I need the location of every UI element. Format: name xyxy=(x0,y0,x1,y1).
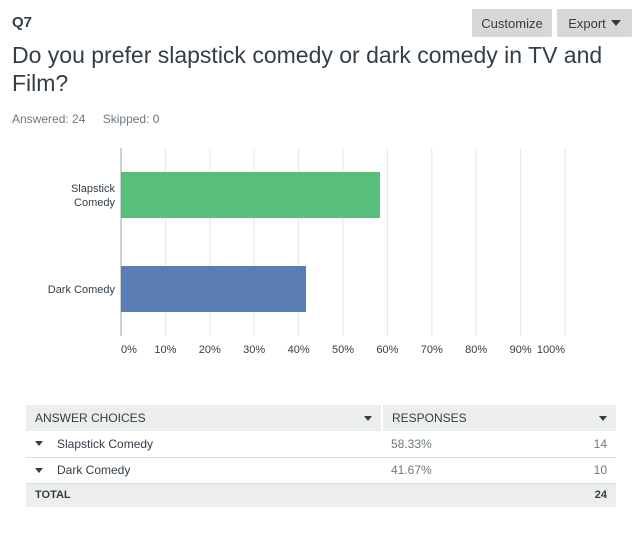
responses-header-label: RESPONSES xyxy=(392,411,467,425)
tick-label: 60% xyxy=(376,344,398,356)
caret-down-icon xyxy=(610,20,621,26)
tick-label: 40% xyxy=(288,344,310,356)
export-label: Export xyxy=(568,15,606,31)
tick-label: 0% xyxy=(121,344,137,356)
total-row: TOTAL 24 xyxy=(26,483,616,507)
tick-label: 20% xyxy=(199,344,221,356)
customize-button[interactable]: Customize xyxy=(472,9,552,37)
export-button[interactable]: Export xyxy=(557,9,632,37)
tick-label: 10% xyxy=(154,344,176,356)
bar-chart: Slapstick Comedy Dark Comedy 0% 10% 20% 30% 40%… xyxy=(0,140,640,365)
answered-count: Answered: 24 xyxy=(12,112,86,126)
bar-chart-svg: Slapstick Comedy Dark Comedy 0% 10% 20% 30% 40%… xyxy=(48,148,566,356)
category-label: Slapstick xyxy=(71,183,116,195)
question-number: Q7 xyxy=(12,14,33,31)
percent-cell: 41.67% xyxy=(382,457,562,484)
responses-table: ANSWER CHOICES RESPONSES Slapstick Comed… xyxy=(26,405,616,507)
table-header-row: ANSWER CHOICES RESPONSES xyxy=(26,405,616,431)
tick-label: 100% xyxy=(537,344,565,356)
expand-down-icon[interactable] xyxy=(35,467,43,473)
question-title: Do you prefer slapstick comedy or dark c… xyxy=(12,42,603,96)
responses-header[interactable]: RESPONSES xyxy=(381,405,616,431)
table-row: Slapstick Comedy 58.33% 14 xyxy=(26,431,616,458)
skipped-count: Skipped: 0 xyxy=(102,112,160,126)
choice-cell[interactable]: Slapstick Comedy xyxy=(26,431,382,458)
expand-down-icon[interactable] xyxy=(35,441,43,447)
percent-cell: 58.33% xyxy=(382,431,562,458)
table-row: Dark Comedy 41.67% 10 xyxy=(26,457,616,484)
bar xyxy=(121,171,380,219)
category-label: Dark Comedy xyxy=(48,284,116,296)
response-stats: Answered: 24 Skipped: 0 xyxy=(12,112,159,126)
choice-label: Slapstick Comedy xyxy=(57,436,154,451)
customize-label: Customize xyxy=(481,15,543,31)
choice-cell[interactable]: Dark Comedy xyxy=(26,457,382,484)
count-cell: 14 xyxy=(562,431,616,458)
tick-label: 30% xyxy=(243,344,265,356)
answer-choices-header[interactable]: ANSWER CHOICES xyxy=(26,405,382,431)
tick-label: 80% xyxy=(465,344,487,356)
tick-label: 50% xyxy=(332,344,354,356)
total-spacer xyxy=(382,483,562,507)
bar xyxy=(121,265,307,313)
sort-down-icon[interactable] xyxy=(599,415,607,421)
total-count: 24 xyxy=(562,483,616,507)
sort-down-icon[interactable] xyxy=(364,415,372,421)
count-cell: 10 xyxy=(562,457,616,484)
tick-label: 90% xyxy=(510,344,532,356)
total-label: TOTAL xyxy=(26,483,382,507)
choice-label: Dark Comedy xyxy=(57,463,131,477)
tick-label: 70% xyxy=(421,344,443,356)
category-label: Comedy xyxy=(74,197,115,209)
answer-choices-header-label: ANSWER CHOICES xyxy=(35,411,146,425)
